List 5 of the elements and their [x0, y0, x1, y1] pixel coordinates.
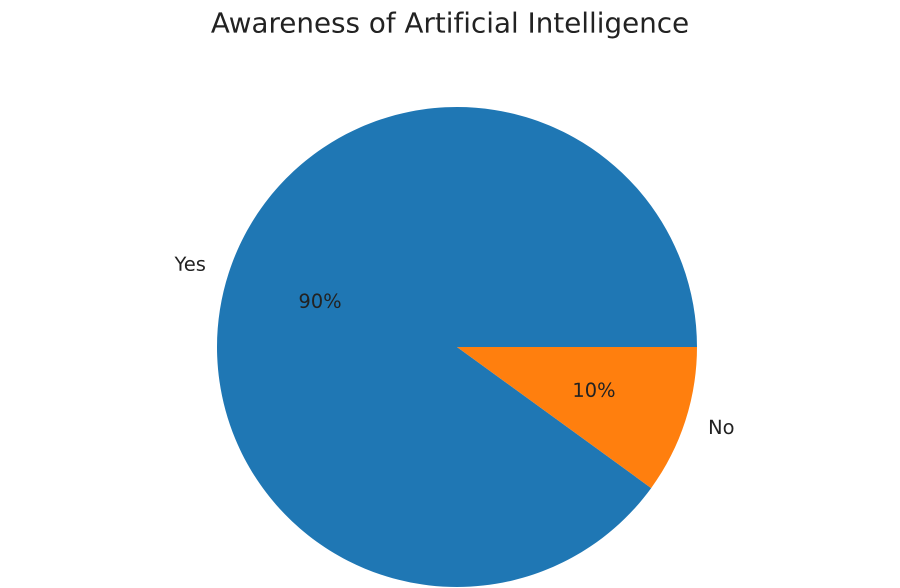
slice-label: No [710, 420, 734, 434]
slice-label: Yes [174, 256, 205, 272]
data-label: 10% [574, 382, 614, 398]
chart-title: Awareness of Artificial Intelligence [211, 12, 688, 38]
data-label: 90% [300, 293, 341, 308]
